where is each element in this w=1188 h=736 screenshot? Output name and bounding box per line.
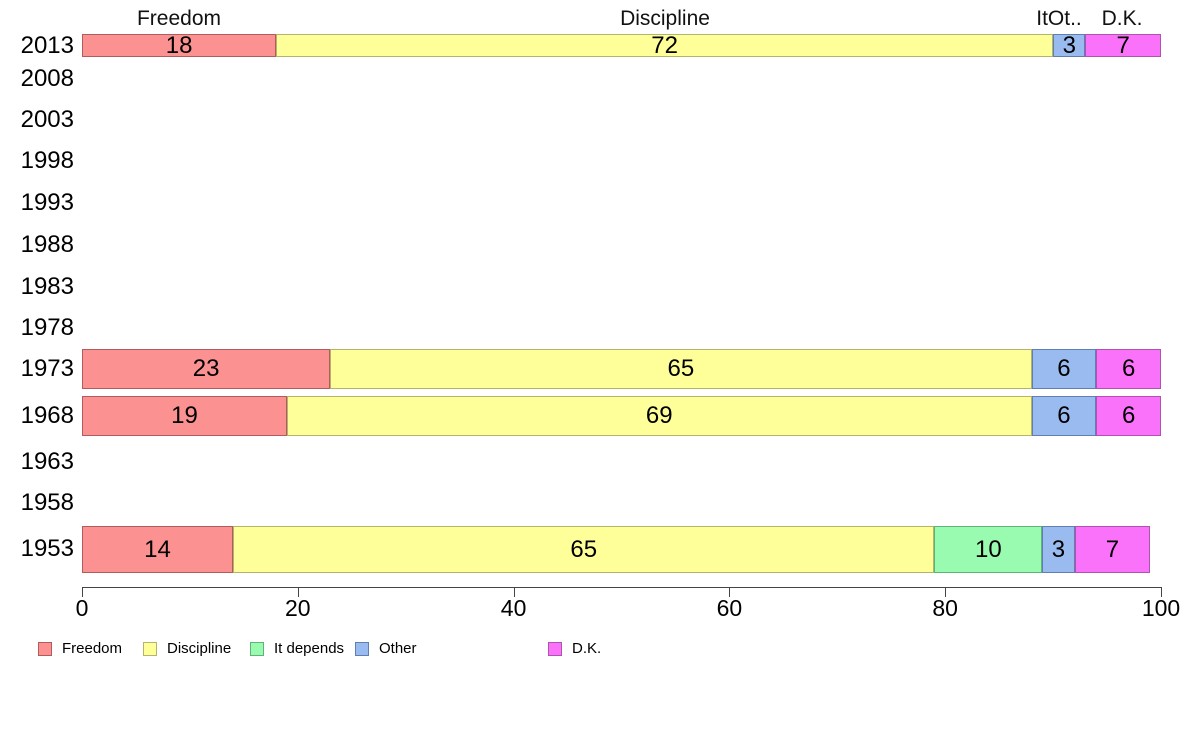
segment-value-label: 69 — [645, 402, 673, 429]
column-header-label: ItOt.. — [1036, 7, 1082, 30]
legend-item-label[interactable]: D.K. — [572, 640, 602, 657]
bar-segment[interactable]: 18 — [82, 31, 277, 59]
segment-value-label: 18 — [165, 31, 193, 59]
bar-segment[interactable]: 6 — [1031, 349, 1097, 389]
segment-value-label: 65 — [570, 535, 598, 563]
year-label: 1983 — [20, 273, 74, 300]
year-label: 1988 — [20, 231, 74, 258]
segment-value-label: 3 — [1062, 31, 1076, 59]
x-axis-tick — [513, 587, 515, 597]
segment-value-label: 14 — [144, 535, 171, 563]
year-label: 1963 — [20, 448, 74, 475]
column-header-label: Discipline — [620, 7, 710, 30]
bar-segment[interactable]: 65 — [233, 526, 935, 573]
year-label: 1973 — [20, 355, 74, 382]
bar-segment[interactable]: 65 — [330, 349, 1032, 389]
segment-value-label: 23 — [192, 355, 220, 382]
x-axis-tick — [1161, 587, 1162, 597]
legend-item-label[interactable]: Discipline — [167, 640, 232, 657]
bar-segment[interactable]: 3 — [1042, 526, 1075, 573]
x-axis-tick-label: 40 — [500, 595, 527, 621]
bar-segment[interactable]: 6 — [1096, 396, 1161, 436]
legend-swatch[interactable] — [143, 642, 157, 656]
bar-segment[interactable]: 69 — [287, 396, 1032, 436]
x-axis-tick-label: 0 — [75, 595, 89, 621]
segment-value-label: 6 — [1121, 355, 1136, 382]
legend-item-label[interactable]: Freedom — [62, 640, 123, 657]
bar-segment[interactable]: 19 — [82, 396, 287, 436]
year-label: 1998 — [20, 147, 74, 174]
year-label: 2013 — [20, 32, 74, 59]
segment-value-label: 6 — [1057, 402, 1071, 429]
year-label: 1968 — [20, 402, 74, 429]
x-axis-tick-label: 20 — [285, 595, 311, 621]
x-axis-line — [82, 587, 1161, 588]
legend-swatch[interactable] — [250, 642, 264, 656]
bar-segment[interactable]: 23 — [82, 349, 331, 389]
segment-value-label: 19 — [171, 402, 198, 429]
bar-segment[interactable]: 6 — [1031, 396, 1097, 436]
year-label: 1953 — [20, 535, 74, 562]
legend-item-label[interactable]: It depends — [274, 640, 345, 657]
column-header-label: D.K. — [1101, 7, 1143, 30]
bar-segment[interactable]: 3 — [1053, 31, 1086, 59]
segment-value-label: 6 — [1121, 402, 1136, 429]
year-label: 2008 — [20, 65, 74, 92]
legend-swatch[interactable] — [355, 642, 369, 656]
legend-swatch[interactable] — [38, 642, 52, 656]
bar-segment[interactable]: 72 — [276, 31, 1054, 59]
x-axis-tick-label: 80 — [932, 595, 958, 621]
year-label: 1958 — [20, 489, 74, 516]
bar-segment[interactable]: 14 — [82, 526, 234, 573]
year-label: 1993 — [20, 189, 74, 216]
bar-segment[interactable]: 7 — [1074, 526, 1151, 573]
year-label: 1978 — [20, 314, 74, 341]
column-header-label: Freedom — [136, 7, 222, 30]
x-axis-tick — [82, 587, 83, 597]
segment-value-label: 72 — [651, 31, 678, 59]
x-axis-tick — [729, 587, 731, 597]
year-label: 2003 — [20, 106, 74, 133]
segment-value-label: 65 — [667, 355, 695, 382]
segment-value-label: 10 — [975, 535, 1002, 563]
x-axis-tick-label: 60 — [716, 595, 743, 621]
bar-segment[interactable]: 10 — [934, 526, 1043, 573]
legend-item-label[interactable]: Other — [379, 640, 417, 657]
bar-segment[interactable]: 7 — [1085, 31, 1161, 59]
legend-swatch[interactable] — [548, 642, 562, 656]
segment-value-label: 7 — [1105, 535, 1120, 563]
x-axis-tick — [297, 587, 299, 597]
x-axis-tick — [945, 587, 947, 597]
segment-value-label: 6 — [1057, 355, 1071, 382]
segment-value-label: 7 — [1116, 31, 1130, 59]
bar-segment[interactable]: 6 — [1096, 349, 1161, 389]
x-axis-tick-label: 100 — [1141, 595, 1181, 621]
segment-value-label: 3 — [1051, 535, 1066, 563]
